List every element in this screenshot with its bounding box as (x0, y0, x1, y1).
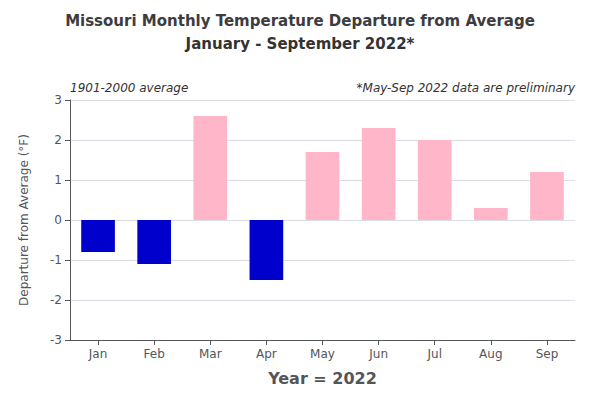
svg-text:1901-2000 average: 1901-2000 average (70, 81, 188, 95)
svg-text:-2: -2 (50, 293, 62, 307)
svg-text:0: 0 (54, 213, 62, 227)
svg-text:2: 2 (54, 133, 62, 147)
svg-text:Sep: Sep (536, 347, 559, 361)
svg-text:May: May (310, 347, 335, 361)
svg-text:Apr: Apr (256, 347, 277, 361)
svg-text:-3: -3 (50, 333, 62, 347)
svg-text:Mar: Mar (199, 347, 222, 361)
svg-text:1: 1 (54, 173, 62, 187)
svg-text:Jul: Jul (426, 347, 441, 361)
svg-text:Aug: Aug (479, 347, 502, 361)
svg-text:Missouri Monthly Temperature D: Missouri Monthly Temperature Departure f… (65, 12, 535, 30)
svg-text:*May-Sep 2022 data are prelimi: *May-Sep 2022 data are preliminary (357, 81, 576, 95)
svg-text:Jan: Jan (88, 347, 108, 361)
svg-text:3: 3 (54, 93, 62, 107)
svg-text:Feb: Feb (144, 347, 165, 361)
svg-text:Jun: Jun (368, 347, 388, 361)
svg-text:Year = 2022: Year = 2022 (267, 369, 377, 388)
svg-text:Departure from Average (°F): Departure from Average (°F) (17, 134, 31, 306)
svg-text:January - September 2022*: January - September 2022* (185, 35, 415, 53)
svg-text:-1: -1 (50, 253, 62, 267)
